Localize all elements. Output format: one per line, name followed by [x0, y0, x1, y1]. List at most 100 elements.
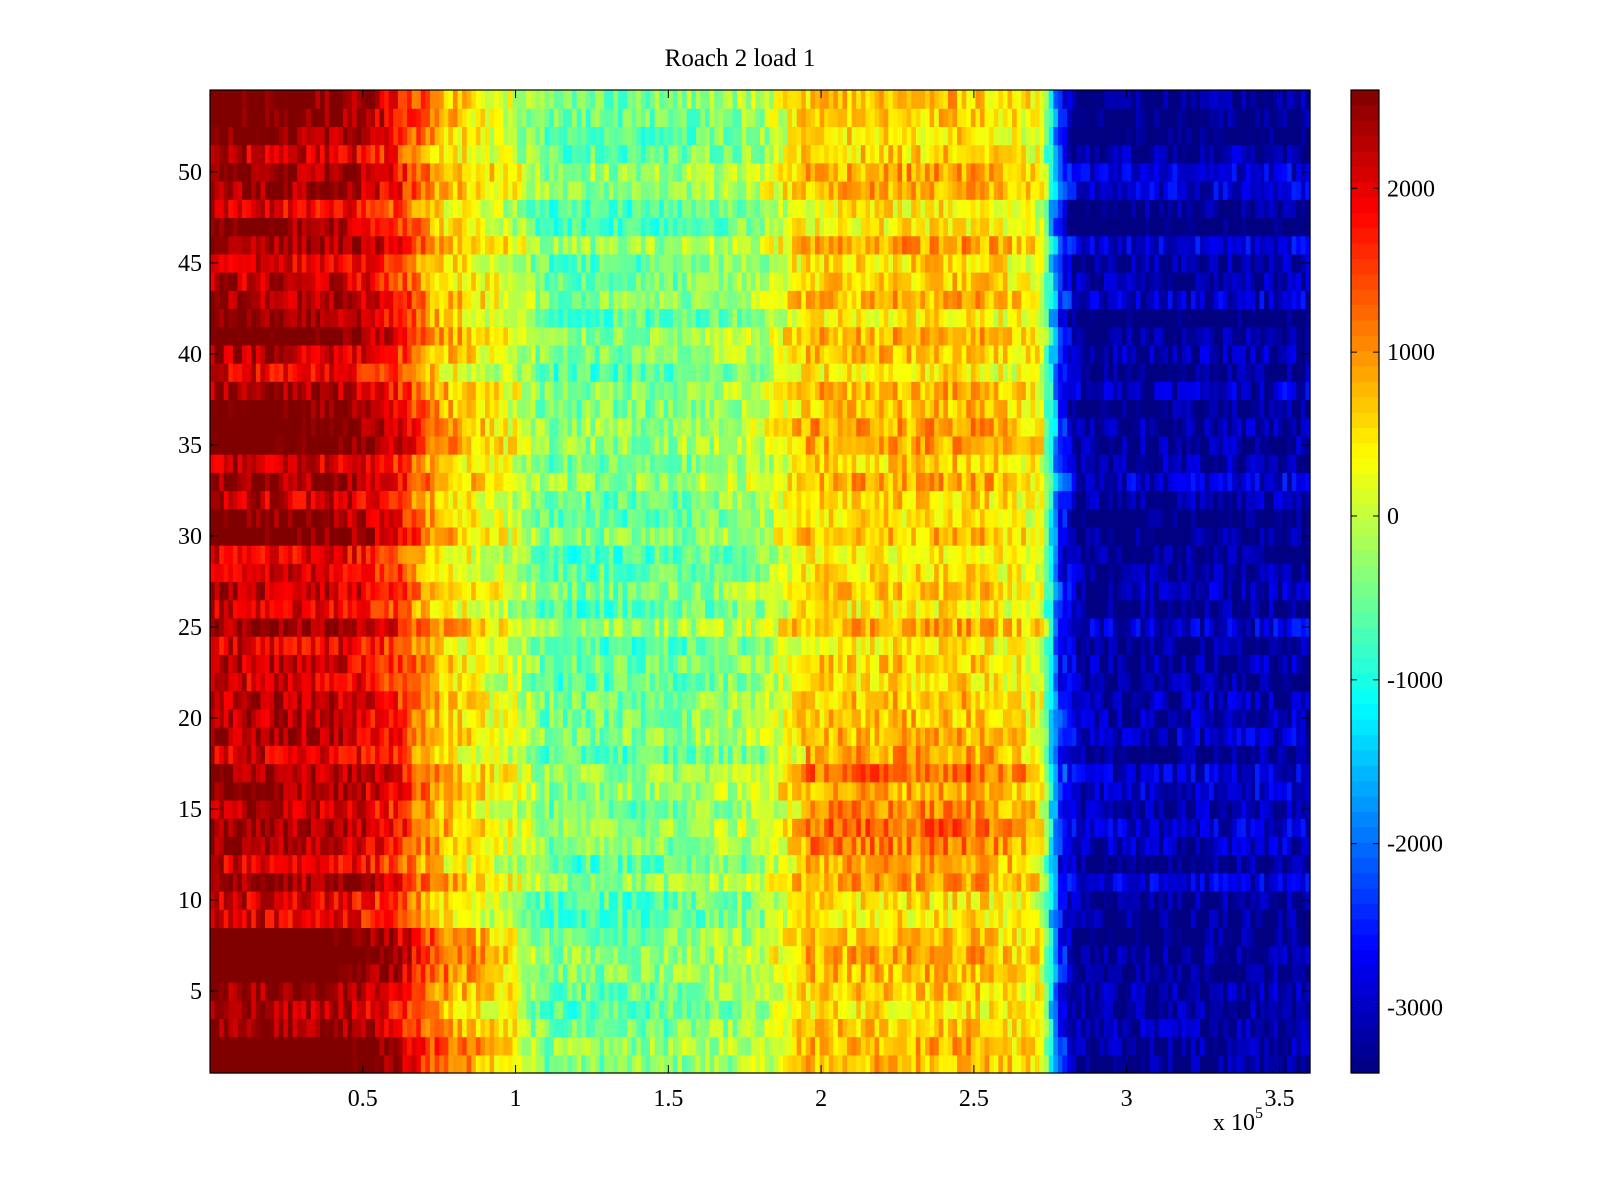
heatmap-cell	[879, 781, 885, 801]
heatmap-cell	[796, 854, 802, 874]
heatmap-cell	[1264, 727, 1270, 746]
heatmap-cell	[677, 872, 683, 892]
heatmap-cell	[361, 836, 367, 856]
heatmap-cell	[796, 708, 802, 728]
heatmap-cell	[356, 799, 362, 819]
heatmap-cell	[975, 763, 981, 783]
heatmap-cell	[1025, 836, 1032, 856]
heatmap-cell	[943, 781, 949, 801]
heatmap-cell	[723, 963, 729, 983]
heatmap-cell	[870, 981, 876, 1001]
heatmap-cell	[1117, 781, 1123, 801]
heatmap-cell	[1218, 818, 1224, 837]
heatmap-cell	[737, 708, 743, 728]
heatmap-cell	[1232, 708, 1238, 728]
heatmap-cell	[714, 799, 720, 819]
heatmap-cell	[1149, 727, 1155, 746]
heatmap-cell	[365, 708, 372, 728]
heatmap-cell	[810, 727, 816, 746]
heatmap-cell	[324, 909, 330, 928]
heatmap-cell	[576, 708, 582, 728]
heatmap-cell	[393, 745, 399, 765]
heatmap-cell	[1287, 727, 1293, 746]
heatmap-cell	[503, 981, 509, 1001]
heatmap-cell	[274, 781, 280, 801]
heatmap-cell	[232, 981, 239, 1001]
heatmap-cell	[883, 763, 889, 783]
heatmap-cell	[709, 945, 715, 965]
heatmap-cell	[824, 945, 830, 965]
heatmap-cell	[851, 727, 857, 746]
heatmap-cell	[1108, 872, 1114, 892]
heatmap-cell	[970, 781, 977, 801]
heatmap-cell	[475, 890, 482, 910]
heatmap-cell	[572, 890, 578, 910]
heatmap-cell	[833, 727, 839, 746]
heatmap-cell	[329, 1036, 335, 1056]
heatmap-cell	[342, 818, 349, 837]
heatmap-cell	[356, 909, 362, 928]
heatmap-cell	[251, 909, 257, 928]
heatmap-cell	[1090, 690, 1096, 710]
heatmap-cell	[1300, 963, 1307, 983]
heatmap-cell	[787, 872, 793, 892]
heatmap-cell	[613, 1018, 619, 1038]
heatmap-cell	[929, 909, 935, 928]
heatmap-cell	[540, 1054, 546, 1074]
heatmap-cell	[370, 909, 376, 928]
heatmap-cell	[888, 1000, 894, 1019]
heatmap-cell	[1213, 981, 1219, 1001]
heatmap-cell	[727, 945, 734, 965]
heatmap-cell	[407, 799, 413, 819]
heatmap-cell	[342, 1000, 349, 1019]
heatmap-cell	[278, 945, 284, 965]
heatmap-cell	[1149, 963, 1155, 983]
heatmap-cell	[475, 854, 482, 874]
heatmap-cell	[961, 1018, 967, 1038]
heatmap-cell	[714, 927, 720, 947]
heatmap-cell	[668, 890, 674, 910]
heatmap-cell	[659, 818, 665, 837]
heatmap-cell	[746, 872, 752, 892]
heatmap-cell	[1255, 799, 1261, 819]
heatmap-cell	[375, 854, 381, 874]
heatmap-cell	[1236, 1000, 1242, 1019]
heatmap-cell	[503, 727, 509, 746]
heatmap-cell	[485, 1018, 491, 1038]
heatmap-cell	[1186, 781, 1192, 801]
heatmap-cell	[819, 727, 825, 746]
heatmap-cell	[874, 799, 880, 819]
heatmap-cell	[237, 708, 243, 728]
heatmap-cell	[700, 909, 706, 928]
heatmap-cell	[1044, 799, 1050, 819]
heatmap-cell	[320, 981, 326, 1001]
heatmap-cell	[709, 872, 715, 892]
heatmap-cell	[1154, 1054, 1160, 1074]
heatmap-cell	[242, 945, 248, 965]
heatmap-cell	[1035, 745, 1041, 765]
heatmap-cell	[617, 909, 624, 928]
heatmap-cell	[957, 745, 963, 765]
heatmap-cell	[558, 727, 564, 746]
heatmap-cell	[439, 708, 445, 728]
heatmap-cell	[585, 818, 592, 837]
heatmap-cell	[920, 890, 926, 910]
heatmap-cell	[640, 945, 647, 965]
heatmap-cell	[782, 763, 789, 783]
heatmap-cell	[1158, 781, 1164, 801]
heatmap-cell	[287, 1054, 294, 1074]
heatmap-cell	[255, 927, 262, 947]
heatmap-cell	[993, 799, 999, 819]
heatmap-cell	[622, 708, 628, 728]
heatmap-cell	[1131, 1036, 1137, 1056]
heatmap-cell	[755, 890, 761, 910]
heatmap-cell	[874, 745, 880, 765]
heatmap-cell	[1158, 799, 1164, 819]
heatmap-cell	[654, 1000, 660, 1019]
heatmap-cell	[677, 763, 683, 783]
heatmap-cell	[297, 799, 303, 819]
heatmap-cell	[1259, 818, 1265, 837]
heatmap-cell	[727, 727, 734, 746]
heatmap-cell	[283, 890, 289, 910]
heatmap-cell	[1090, 836, 1096, 856]
